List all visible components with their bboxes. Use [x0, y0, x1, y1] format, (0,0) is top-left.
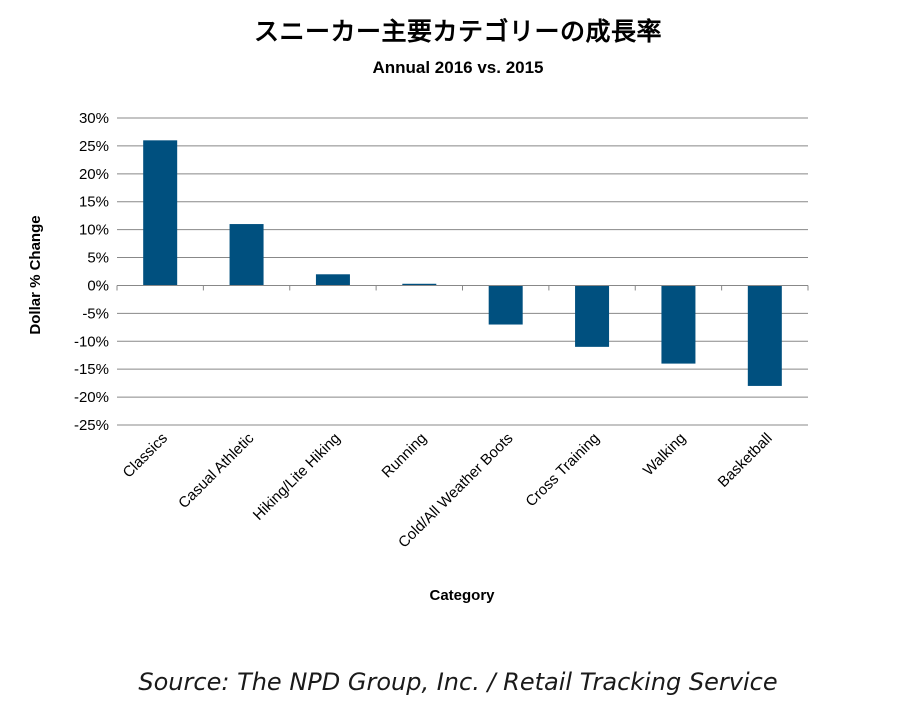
y-tick-label: 10%: [79, 222, 109, 239]
gridlines: [117, 117, 808, 426]
bars: [143, 140, 782, 386]
category-label: Basketball: [715, 430, 776, 491]
y-tick-label: -10%: [74, 333, 109, 350]
bar: [402, 283, 437, 286]
bar: [488, 285, 523, 325]
y-tick-label: 0%: [87, 277, 109, 294]
bar: [747, 285, 782, 386]
y-tick-label: 25%: [79, 138, 109, 155]
chart-subtitle: Annual 2016 vs. 2015: [372, 58, 544, 77]
chart-title: スニーカー主要カテゴリーの成長率: [253, 17, 662, 46]
y-axis-title: Dollar % Change: [27, 215, 44, 334]
category-label: Classics: [120, 430, 172, 482]
category-label: Cross Training: [522, 430, 602, 510]
y-tick-labels: 30% 25% 20% 15% 10% 5% 0% -5% -10% -15% -20% -25%: [74, 110, 109, 434]
zero-axis: [116, 284, 809, 291]
y-tick-label: -5%: [82, 305, 109, 322]
category-label: Walking: [640, 430, 689, 479]
y-tick-label: -15%: [74, 361, 109, 378]
category-label: Hiking/Lite Hiking: [250, 430, 344, 524]
y-tick-label: 20%: [79, 166, 109, 183]
bar: [315, 274, 350, 286]
y-tick-label: 15%: [79, 194, 109, 211]
category-label: Running: [379, 430, 431, 482]
bar: [575, 285, 610, 347]
y-tick-label: -20%: [74, 389, 109, 406]
source-note: Source: The NPD Group, Inc. / Retail Tra…: [138, 668, 778, 696]
y-tick-label: 5%: [87, 250, 109, 267]
bar: [661, 285, 696, 364]
y-tick-label: -25%: [74, 417, 109, 434]
bar: [143, 140, 178, 286]
y-tick-label: 30%: [79, 110, 109, 127]
bar: [229, 224, 264, 286]
x-axis-title: Category: [429, 587, 495, 604]
bar-chart: 30% 25% 20% 15% 10% 5% 0% -5% -10% -15% -20% -25% C…: [27, 110, 809, 604]
category-label: Casual Athletic: [175, 429, 258, 512]
